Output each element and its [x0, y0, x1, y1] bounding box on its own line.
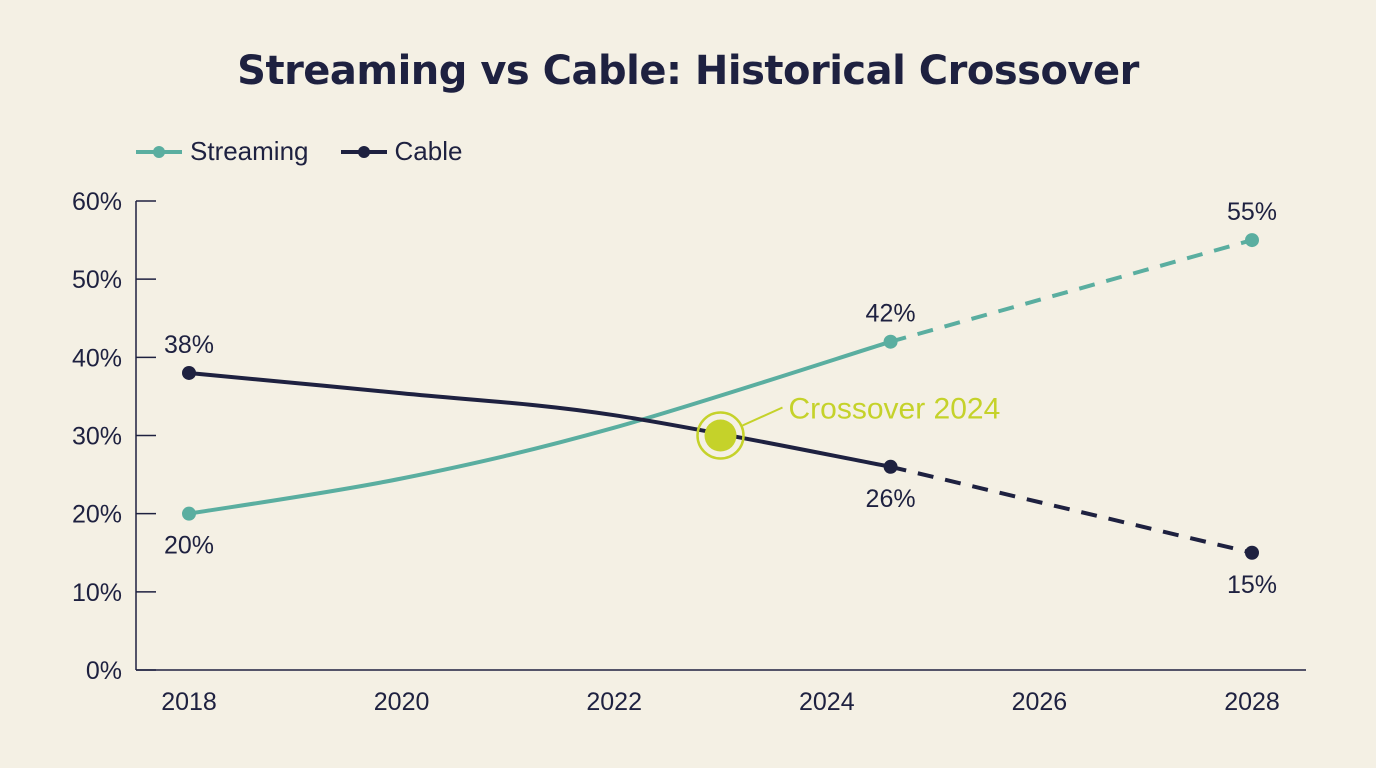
chart-title: Streaming vs Cable: Historical Crossover	[237, 48, 1139, 94]
data-label: 38%	[164, 331, 214, 359]
legend-item-cable: Cable	[340, 136, 463, 167]
data-label: 15%	[1227, 571, 1277, 599]
y-tick-label: 20%	[72, 501, 122, 529]
crossover-marker	[704, 419, 737, 452]
data-label: 20%	[164, 532, 214, 560]
crossover-ring	[696, 411, 745, 460]
y-tick-label: 40%	[72, 344, 122, 372]
series-projection-streaming	[890, 238, 1253, 344]
x-tick-label: 2028	[1224, 688, 1280, 716]
data-label: 55%	[1227, 198, 1277, 226]
data-point	[883, 459, 898, 474]
y-tick-label: 30%	[72, 423, 122, 451]
data-point	[1245, 545, 1259, 560]
y-tick-label: 10%	[72, 579, 122, 607]
data-point	[182, 506, 196, 521]
x-tick-label: 2026	[1012, 688, 1068, 716]
series-projection-cable	[890, 464, 1253, 555]
x-tick-label: 2024	[799, 688, 855, 716]
x-tick-label: 2020	[374, 688, 430, 716]
legend-label: Cable	[394, 136, 463, 166]
y-tick-label: 50%	[72, 266, 122, 294]
series-line-cable	[188, 370, 891, 469]
legend-line-cable-icon	[340, 145, 387, 158]
x-tick-label: 2022	[586, 688, 642, 716]
y-tick-label: 0%	[86, 657, 122, 685]
legend: Streaming Cable	[136, 136, 462, 167]
x-tick-label: 2018	[161, 688, 217, 716]
data-label: 26%	[866, 485, 916, 513]
annotation-leader	[742, 406, 783, 427]
legend-label: Streaming	[190, 136, 309, 166]
annotation-label: Crossover 2024	[789, 393, 1001, 426]
y-tick-label: 60%	[72, 188, 122, 216]
data-point	[1245, 233, 1259, 248]
legend-item-streaming: Streaming	[136, 136, 309, 167]
data-label: 42%	[866, 300, 916, 328]
legend-line-streaming-icon	[136, 145, 182, 158]
data-point	[182, 365, 196, 380]
data-point	[883, 334, 898, 349]
series-line-streaming	[188, 339, 892, 516]
